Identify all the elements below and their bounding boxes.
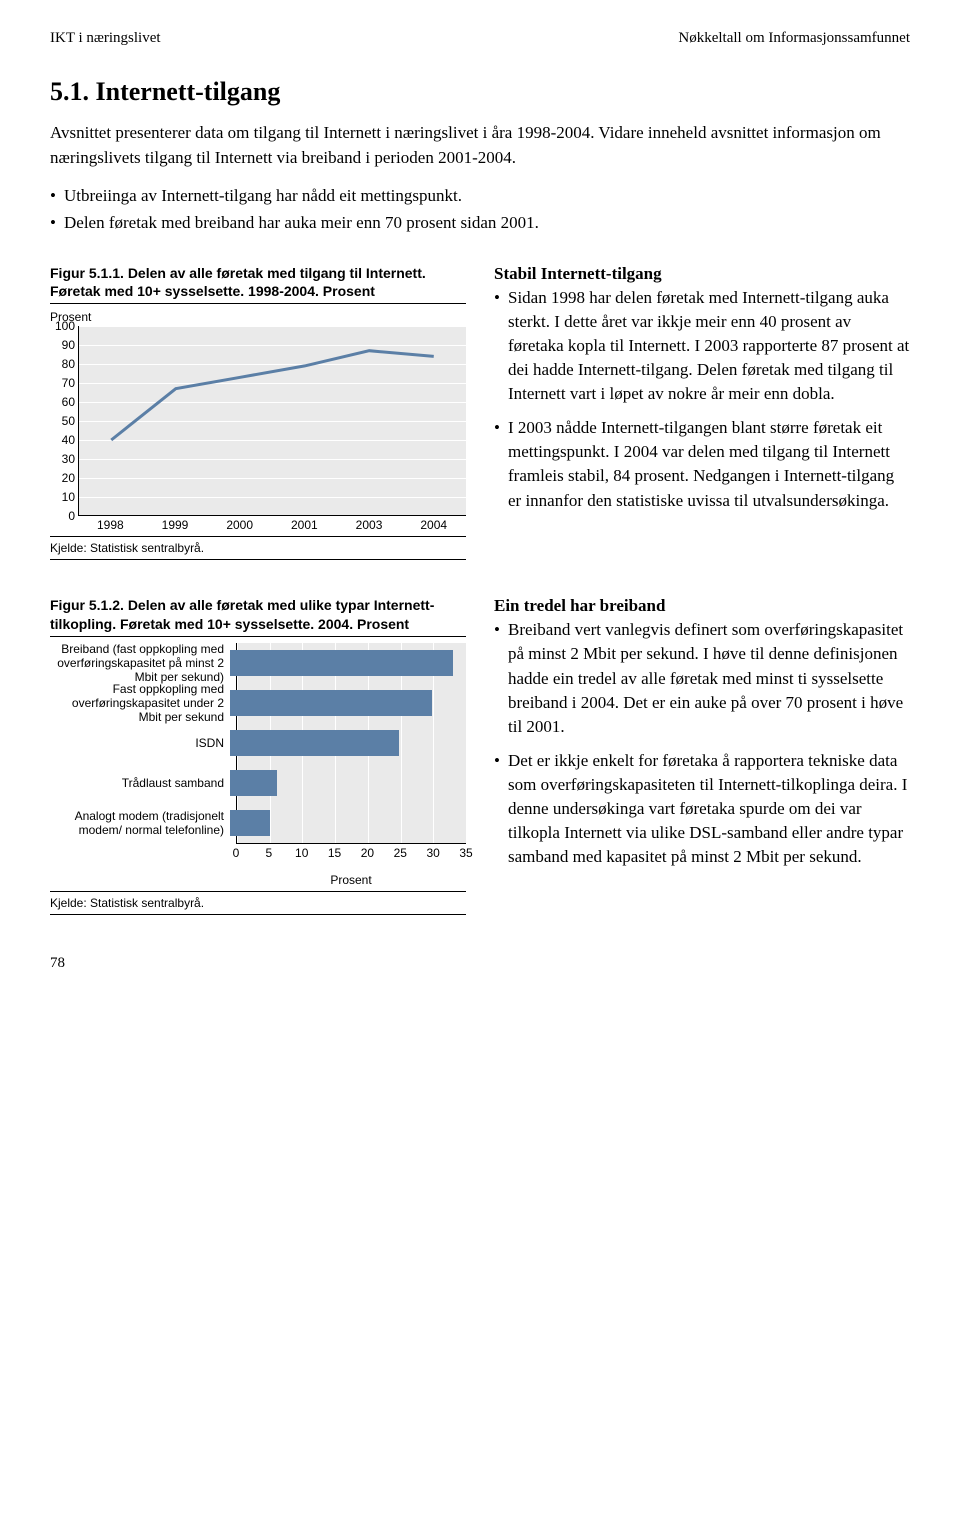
line-chart-ytick: 10 <box>51 490 75 504</box>
bar-chart-xtick: 10 <box>295 846 308 860</box>
figure-511-number: Figur 5.1.1. <box>50 265 124 281</box>
section-intro: Avsnittet presenterer data om tilgang ti… <box>50 121 910 170</box>
bar-chart-category-label: Fast oppkopling med overføringskapasitet… <box>50 682 230 725</box>
line-chart-ytick: 100 <box>51 319 75 333</box>
paragraph-bullet: Breiband vert vanlegvis definert som ove… <box>494 618 910 739</box>
paragraph-bullet: Sidan 1998 har delen føretak med Interne… <box>494 286 910 407</box>
line-chart-xaxis: 199819992000200120032004 <box>78 518 466 532</box>
block-1-text: Stabil Internett-tilgang Sidan 1998 har … <box>494 264 910 561</box>
line-chart-container: Prosent 0102030405060708090100 199819992… <box>50 303 466 537</box>
bar-chart-body: Breiband (fast oppkopling med overføring… <box>50 643 466 843</box>
bar-chart: Breiband (fast oppkopling med overføring… <box>50 643 466 887</box>
header-left: IKT i næringslivet <box>50 30 161 47</box>
paragraph-bullet: Det er ikkje enkelt for føretaka å rappo… <box>494 749 910 870</box>
line-chart-xtick: 1998 <box>78 518 143 532</box>
figure-512: Figur 5.1.2. Delen av alle føretak med u… <box>50 596 466 915</box>
line-chart-xtick: 2001 <box>272 518 337 532</box>
bar-chart-xtick: 15 <box>328 846 341 860</box>
line-chart-ytick: 0 <box>51 509 75 523</box>
intro-bullets: Utbreiinga av Internett-tilgang har nådd… <box>50 184 910 235</box>
line-chart-xtick: 1999 <box>143 518 208 532</box>
line-chart-xtick: 2003 <box>337 518 402 532</box>
line-chart-ytick: 70 <box>51 376 75 390</box>
block-1: Figur 5.1.1. Delen av alle føretak med t… <box>50 264 910 561</box>
figure-512-number: Figur 5.1.2. <box>50 597 124 613</box>
intro-bullet: Utbreiinga av Internett-tilgang har nådd… <box>50 184 910 209</box>
figure-511: Figur 5.1.1. Delen av alle føretak med t… <box>50 264 466 561</box>
line-chart-ytick: 30 <box>51 452 75 466</box>
line-chart-plot: 0102030405060708090100 <box>78 326 466 516</box>
bar-chart-xtick: 25 <box>394 846 407 860</box>
intro-bullet: Delen føretak med breiband har auka meir… <box>50 211 910 236</box>
bar-chart-category-label: Trådlaust samband <box>50 776 230 790</box>
figure-512-source: Kjelde: Statistisk sentralbyrå. <box>50 896 466 915</box>
bar-chart-xaxis: 05101520253035 <box>236 843 466 857</box>
line-chart-ytick: 90 <box>51 338 75 352</box>
figure-511-source: Kjelde: Statistisk sentralbyrå. <box>50 541 466 560</box>
bar-chart-category-label: Breiband (fast oppkopling med overføring… <box>50 642 230 685</box>
figure-512-caption: Figur 5.1.2. Delen av alle føretak med u… <box>50 596 466 634</box>
line-chart-ytick: 50 <box>51 414 75 428</box>
bar-chart-xtick: 0 <box>233 846 240 860</box>
block-2-heading: Ein tredel har breiband <box>494 596 910 616</box>
block-2-paragraphs: Breiband vert vanlegvis definert som ove… <box>494 618 910 869</box>
block-2-text: Ein tredel har breiband Breiband vert va… <box>494 596 910 915</box>
line-chart: Prosent 0102030405060708090100 199819992… <box>50 310 466 532</box>
header-right: Nøkkeltall om Informasjonssamfunnet <box>678 30 910 47</box>
bar-chart-xtick: 20 <box>361 846 374 860</box>
bar-chart-xtick: 30 <box>426 846 439 860</box>
bar-chart-bar <box>230 810 270 836</box>
line-chart-ytick: 40 <box>51 433 75 447</box>
bar-chart-xlabel: Prosent <box>236 873 466 887</box>
bar-chart-bar <box>230 650 453 676</box>
block-1-paragraphs: Sidan 1998 har delen føretak med Interne… <box>494 286 910 513</box>
bar-chart-xtick: 35 <box>459 846 472 860</box>
line-chart-xtick: 2000 <box>207 518 272 532</box>
bar-chart-category-label: Analogt modem (tradisjonelt modem/ norma… <box>50 809 230 838</box>
bar-chart-category-label: ISDN <box>50 736 230 750</box>
paragraph-bullet: I 2003 nådde Internett-tilgangen blant s… <box>494 416 910 513</box>
line-chart-xtick: 2004 <box>401 518 466 532</box>
block-2: Figur 5.1.2. Delen av alle føretak med u… <box>50 596 910 915</box>
bar-chart-bar <box>230 690 432 716</box>
line-chart-ytick: 80 <box>51 357 75 371</box>
bar-chart-xtick: 5 <box>266 846 273 860</box>
figure-511-caption: Figur 5.1.1. Delen av alle føretak med t… <box>50 264 466 302</box>
line-chart-ytick: 20 <box>51 471 75 485</box>
block-1-heading: Stabil Internett-tilgang <box>494 264 910 284</box>
section-title: 5.1. Internett-tilgang <box>50 77 910 107</box>
page-number: 78 <box>50 955 910 972</box>
bar-chart-container: Breiband (fast oppkopling med overføring… <box>50 636 466 892</box>
line-chart-ytick: 60 <box>51 395 75 409</box>
bar-chart-bar <box>230 770 277 796</box>
bar-chart-bar <box>230 730 399 756</box>
page-header: IKT i næringslivet Nøkkeltall om Informa… <box>50 30 910 47</box>
line-chart-ylabel: Prosent <box>50 310 466 324</box>
